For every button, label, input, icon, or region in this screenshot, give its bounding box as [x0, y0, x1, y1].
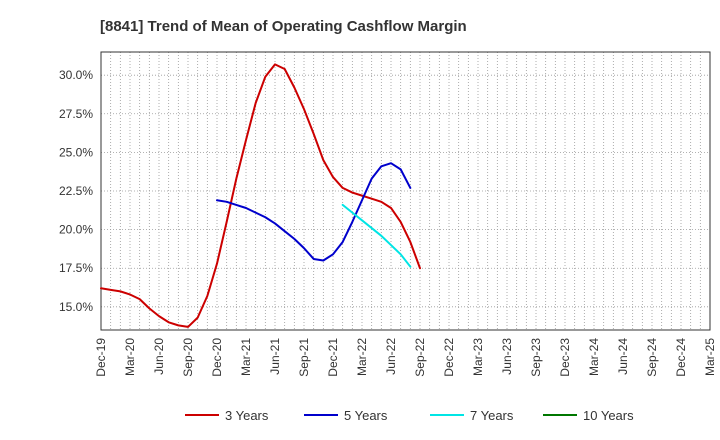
- x-tick-label: Mar-21: [239, 338, 253, 376]
- y-tick-label: 22.5%: [59, 184, 93, 198]
- x-tick-label: Dec-20: [210, 338, 224, 377]
- series-line-7-years: [341, 203, 412, 268]
- x-tick-label: Jun-20: [152, 338, 166, 375]
- y-tick-label: 30.0%: [59, 68, 93, 82]
- x-tick-label: Mar-25: [703, 338, 717, 376]
- x-tick-label: Mar-20: [123, 338, 137, 376]
- chart-title: [8841] Trend of Mean of Operating Cashfl…: [100, 18, 467, 35]
- series-line-5-years: [216, 162, 412, 262]
- x-tick-label: Dec-24: [674, 338, 688, 377]
- x-tick-label: Mar-24: [587, 338, 601, 376]
- x-tick-label: Sep-20: [181, 338, 195, 377]
- y-tick-label: 20.0%: [59, 223, 93, 237]
- series-line-3-years: [100, 63, 421, 328]
- x-tick-label: Jun-22: [384, 338, 398, 375]
- y-tick-label: 15.0%: [59, 300, 93, 314]
- y-tick-label: 27.5%: [59, 107, 93, 121]
- series-lines: [100, 63, 421, 328]
- y-tick-label: 25.0%: [59, 145, 93, 159]
- x-tick-label: Dec-21: [326, 338, 340, 377]
- x-tick-label: Sep-21: [297, 338, 311, 377]
- x-tick-label: Dec-19: [94, 338, 108, 377]
- x-tick-label: Dec-22: [442, 338, 456, 377]
- x-tick-label: Dec-23: [558, 338, 572, 377]
- x-tick-label: Jun-21: [268, 338, 282, 375]
- axes: 15.0% 17.5% 20.0% 22.5% 25.0% 27.5% 30.0% Dec-1…: [59, 51, 717, 377]
- grid: [100, 52, 711, 330]
- x-tick-label: Mar-23: [471, 338, 485, 376]
- x-tick-label: Jun-23: [500, 338, 514, 375]
- x-tick-label: Sep-24: [645, 338, 659, 377]
- y-tick-label: 17.5%: [59, 261, 93, 275]
- legend-label: 3 Years: [225, 408, 269, 423]
- legend-label: 10 Years: [583, 408, 634, 423]
- x-tick-label: Sep-22: [413, 338, 427, 377]
- legend-label: 5 Years: [344, 408, 388, 423]
- x-tick-label: Sep-23: [529, 338, 543, 377]
- plot-frame: [100, 51, 711, 331]
- legend-label: 7 Years: [470, 408, 514, 423]
- x-tick-label: Jun-24: [616, 338, 630, 375]
- x-tick-label: Mar-22: [355, 338, 369, 376]
- legend: 3 Years 5 Years 7 Years 10 Years: [185, 408, 634, 423]
